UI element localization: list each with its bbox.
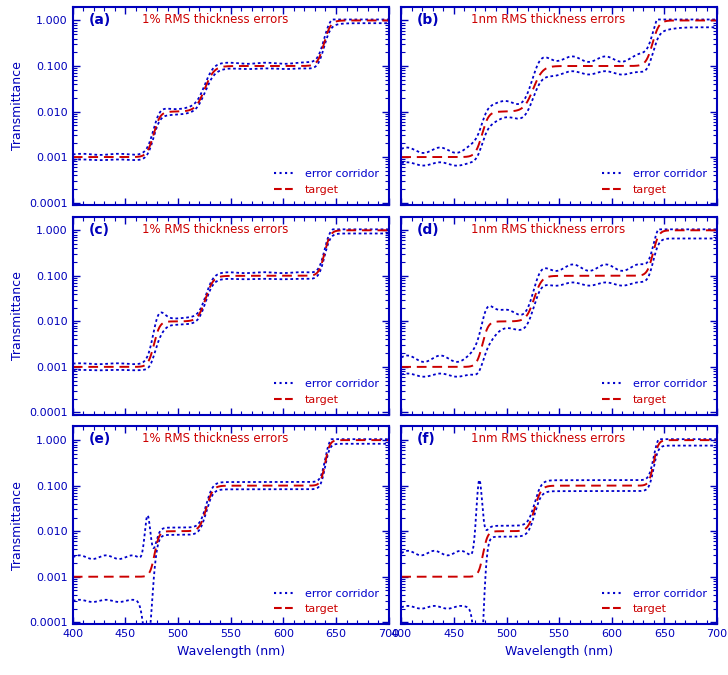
Legend: error corridor, target: error corridor, target [269, 585, 383, 619]
Legend: error corridor, target: error corridor, target [598, 165, 711, 199]
Legend: error corridor, target: error corridor, target [269, 165, 383, 199]
Text: (e): (e) [89, 433, 111, 446]
Legend: error corridor, target: error corridor, target [598, 585, 711, 619]
Text: (b): (b) [417, 13, 440, 27]
Text: 1nm RMS thickness errors: 1nm RMS thickness errors [471, 433, 625, 446]
Legend: error corridor, target: error corridor, target [269, 375, 383, 409]
Text: (a): (a) [89, 13, 111, 27]
Text: 1% RMS thickness errors: 1% RMS thickness errors [142, 13, 289, 26]
Text: 1nm RMS thickness errors: 1nm RMS thickness errors [471, 223, 625, 236]
X-axis label: Wavelength (nm): Wavelength (nm) [177, 645, 285, 658]
Y-axis label: Transmittance: Transmittance [11, 61, 24, 150]
Legend: error corridor, target: error corridor, target [598, 375, 711, 409]
Y-axis label: Transmittance: Transmittance [11, 271, 24, 360]
X-axis label: Wavelength (nm): Wavelength (nm) [505, 645, 613, 658]
Y-axis label: Transmittance: Transmittance [11, 481, 24, 570]
Text: (c): (c) [89, 223, 110, 236]
Text: 1nm RMS thickness errors: 1nm RMS thickness errors [471, 13, 625, 26]
Text: (f): (f) [417, 433, 436, 446]
Text: (d): (d) [417, 223, 440, 236]
Text: 1% RMS thickness errors: 1% RMS thickness errors [142, 433, 289, 446]
Text: 1% RMS thickness errors: 1% RMS thickness errors [142, 223, 289, 236]
